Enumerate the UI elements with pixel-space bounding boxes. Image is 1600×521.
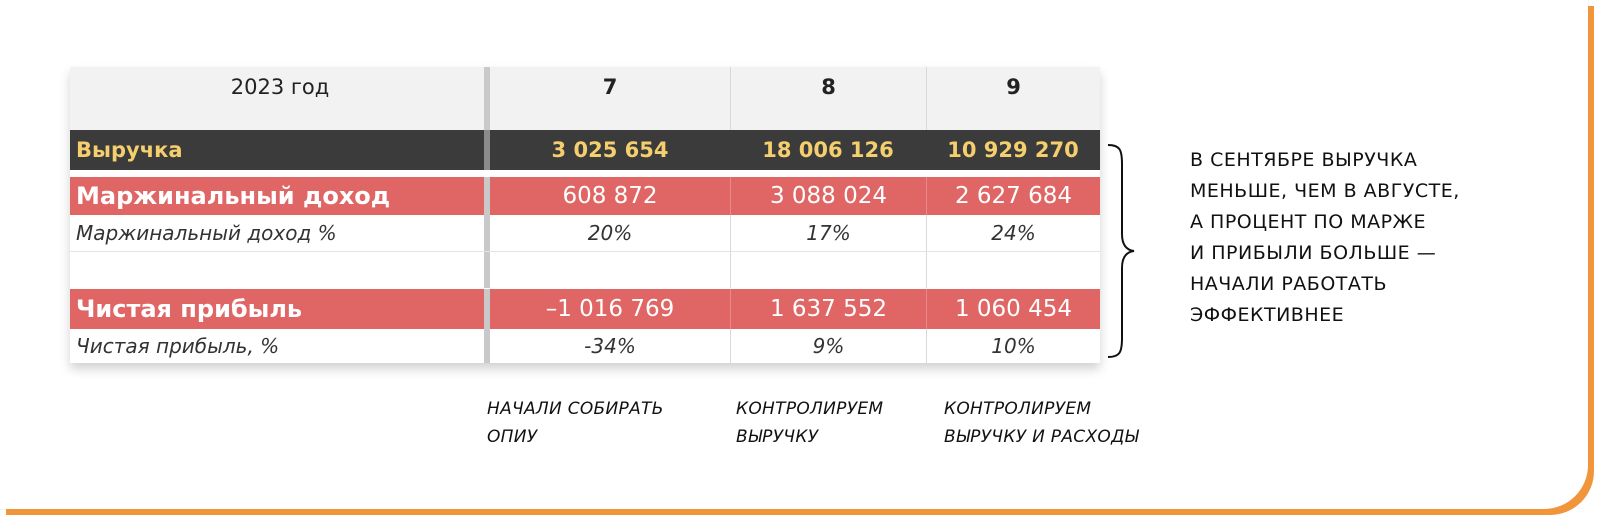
side-note-line: А ПРОЦЕНТ ПО МАРЖЕ [1190, 211, 1427, 233]
cell-value: 20% [587, 221, 633, 245]
cell-value: 2 627 684 [926, 177, 1100, 215]
year-header: 2023 год [230, 75, 330, 99]
caption-month-8: КОНТРОЛИРУЕМ ВЫРУЧКУ [736, 395, 936, 451]
month-header-9: 9 [926, 67, 1100, 130]
cell-value [730, 252, 926, 288]
side-note-line: ЭФФЕКТИВНЕЕ [1190, 304, 1345, 326]
column-separator [484, 329, 490, 363]
row-gap [70, 170, 1100, 177]
caption-month-7: НАЧАЛИ СОБИРАТЬ ОПИУ [487, 395, 717, 451]
cell-value: 1 060 454 [926, 289, 1100, 329]
caption-line: НАЧАЛИ СОБИРАТЬ [487, 399, 664, 419]
table-header-row: 2023 год 7 8 9 [70, 67, 1100, 130]
side-note-line: МЕНЬШЕ, ЧЕМ В АВГУСТЕ, [1190, 180, 1460, 202]
column-separator [484, 130, 490, 170]
caption-line: КОНТРОЛИРУЕМ [944, 399, 1092, 419]
table-row-margin-percent: Маржинальный доход % 20% 17% 24% [70, 215, 1100, 252]
side-note: В СЕНТЯБРЕ ВЫРУЧКА МЕНЬШЕ, ЧЕМ В АВГУСТЕ… [1190, 145, 1520, 331]
row-label: Чистая прибыль, % [76, 334, 280, 358]
table-row-revenue: Выручка 3 025 654 18 006 126 10 929 270 [70, 130, 1100, 170]
row-label [70, 252, 484, 288]
caption-line: ВЫРУЧКУ И РАСХОДЫ [944, 427, 1139, 447]
cell-value: 17% [730, 215, 926, 251]
cell-value [926, 252, 1100, 288]
row-label: Маржинальный доход [76, 182, 391, 210]
cell-value: 608 872 [562, 183, 658, 209]
side-note-line: И ПРИБЫЛИ БОЛЬШЕ — [1190, 242, 1437, 264]
table-row-margin: Маржинальный доход 608 872 3 088 024 2 6… [70, 177, 1100, 215]
row-label: Выручка [76, 138, 183, 162]
cell-value: 9% [730, 329, 926, 363]
row-label: Чистая прибыль [76, 295, 303, 323]
caption-line: КОНТРОЛИРУЕМ [736, 399, 884, 419]
cell-value: –1 016 769 [545, 296, 675, 322]
column-separator [484, 177, 490, 215]
cell-value [490, 252, 730, 288]
caption-line: ВЫРУЧКУ [736, 427, 819, 447]
column-separator [484, 67, 490, 130]
side-note-line: В СЕНТЯБРЕ ВЫРУЧКА [1190, 149, 1418, 171]
cell-value: 1 637 552 [730, 289, 926, 329]
table-row-net-profit-percent: Чистая прибыль, % -34% 9% 10% [70, 329, 1100, 363]
cell-value: 3 025 654 [551, 138, 669, 162]
cell-value: 10% [926, 329, 1100, 363]
column-separator [484, 252, 490, 288]
row-label: Маржинальный доход % [76, 221, 337, 245]
cell-value: 10 929 270 [947, 138, 1079, 162]
column-separator [484, 215, 490, 251]
cell-value: 18 006 126 [762, 138, 894, 162]
table-row-net-profit: Чистая прибыль –1 016 769 1 637 552 1 06… [70, 289, 1100, 329]
cell-value: 24% [926, 215, 1100, 251]
side-note-line: НАЧАЛИ РАБОТАТЬ [1190, 273, 1388, 295]
right-curly-brace-icon [1107, 144, 1135, 358]
caption-month-9: КОНТРОЛИРУЕМ ВЫРУЧКУ И РАСХОДЫ [944, 395, 1204, 451]
financial-table: 2023 год 7 8 9 Выручка 3 025 654 18 006 … [70, 67, 1100, 363]
column-separator [484, 289, 490, 329]
month-header-7: 7 [602, 75, 618, 99]
cell-value: 3 088 024 [730, 177, 926, 215]
table-row-empty [70, 252, 1100, 288]
cell-value: -34% [584, 334, 636, 358]
month-header-8: 8 [730, 67, 926, 130]
caption-line: ОПИУ [487, 427, 538, 447]
